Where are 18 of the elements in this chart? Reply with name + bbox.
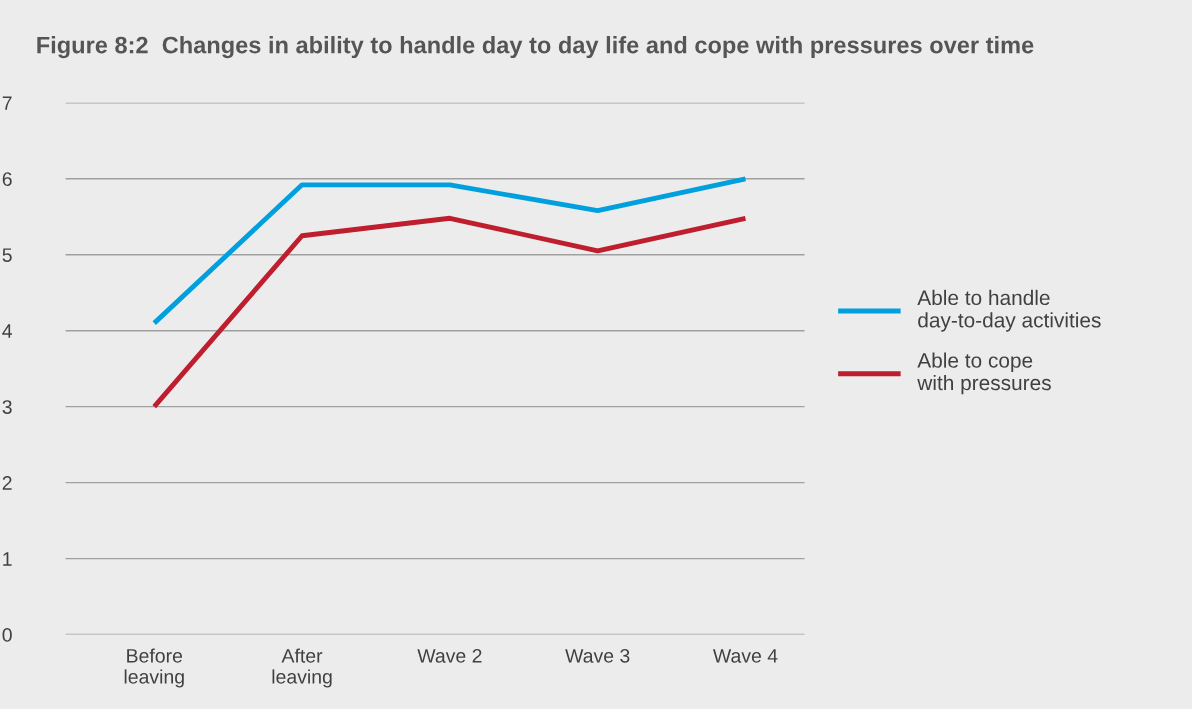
legend-label: Able to handle day-to-day activities <box>917 289 1101 332</box>
chart-title: Figure 8:2 Changes in ability to handle day to day life and cope with pressures over time <box>37 36 1034 59</box>
y-tick-label: 6 <box>2 172 12 187</box>
y-tick-label: 5 <box>2 248 12 262</box>
x-tick-label: After leaving <box>272 648 332 688</box>
y-tick-label: 4 <box>2 324 12 338</box>
x-tick-label: Wave 2 <box>417 648 482 663</box>
y-tick-label: 1 <box>3 552 12 566</box>
x-tick-label: Wave 3 <box>565 648 630 663</box>
y-tick-label: 2 <box>2 476 12 490</box>
y-tick-label: 7 <box>2 96 12 110</box>
x-tick-label: Wave 4 <box>712 649 778 663</box>
x-tick-label: Before leaving <box>124 648 184 688</box>
legend-label: Able to cope with pressures <box>917 352 1051 395</box>
y-tick-label: 3 <box>2 400 12 414</box>
line-series <box>151 215 748 410</box>
y-tick-label: 0 <box>2 628 12 642</box>
line-series <box>151 176 748 326</box>
